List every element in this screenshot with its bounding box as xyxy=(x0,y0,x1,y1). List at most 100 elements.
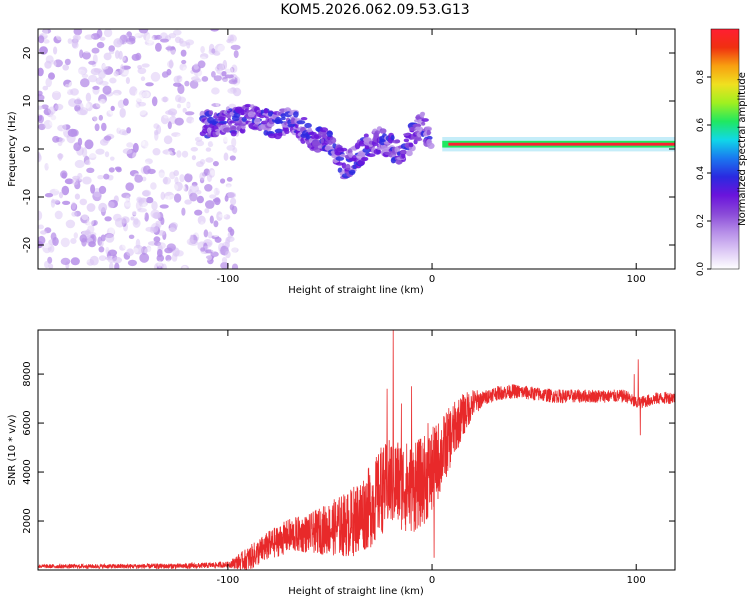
noise-blob xyxy=(125,182,134,191)
noise-blob xyxy=(218,190,228,197)
noise-blob xyxy=(104,216,112,222)
ridge-blob xyxy=(349,169,356,174)
noise-blob xyxy=(204,208,210,214)
noise-blob xyxy=(107,201,115,209)
noise-blob xyxy=(168,33,177,39)
noise-blob xyxy=(38,210,43,221)
noise-blob xyxy=(58,220,65,228)
noise-blob xyxy=(42,138,47,143)
noise-blob xyxy=(189,192,198,202)
noise-blob xyxy=(191,31,198,37)
noise-blob xyxy=(50,114,57,121)
noise-blob xyxy=(184,173,193,183)
noise-blob xyxy=(70,257,80,266)
noise-blob xyxy=(168,199,174,205)
noise-blob xyxy=(200,221,205,230)
spectrogram-y-axis-label: Frequency (Hz) xyxy=(7,111,18,187)
noise-blob xyxy=(44,215,53,221)
noise-blob xyxy=(58,153,63,161)
noise-blob xyxy=(88,241,96,248)
noise-blob xyxy=(150,182,157,190)
noise-blob xyxy=(168,48,176,59)
noise-blob xyxy=(169,59,174,69)
noise-blob xyxy=(84,139,94,150)
noise-blob xyxy=(192,99,203,104)
noise-blob xyxy=(190,226,196,236)
ridge-blob xyxy=(357,159,366,166)
noise-blob xyxy=(98,185,107,195)
noise-blob xyxy=(143,31,151,41)
noise-blob xyxy=(78,66,88,76)
noise-blob xyxy=(185,111,195,116)
ridge-blob xyxy=(247,111,255,118)
noise-blob xyxy=(223,87,234,96)
noise-blob xyxy=(177,96,186,104)
noise-blob xyxy=(89,153,97,161)
noise-blob xyxy=(124,200,131,210)
noise-blob xyxy=(208,48,217,55)
page-title: KOM5.2026.062.09.53.G13 xyxy=(280,2,470,18)
snr-series-line xyxy=(38,330,675,570)
noise-blob xyxy=(226,177,233,182)
noise-blob xyxy=(132,97,138,106)
noise-blob xyxy=(147,65,155,73)
colorbar-frame xyxy=(710,28,740,270)
spectrogram-x-tick-label: -100 xyxy=(217,274,240,285)
noise-blob xyxy=(174,181,183,192)
noise-blob xyxy=(231,64,238,73)
noise-blob xyxy=(181,207,186,216)
noise-blob xyxy=(79,234,87,243)
noise-blob xyxy=(191,155,196,161)
noise-blob xyxy=(145,43,152,51)
colorbar-tick-label: 0.6 xyxy=(696,118,706,133)
noise-blob xyxy=(92,220,98,226)
noise-blob xyxy=(98,114,104,121)
noise-blob xyxy=(80,78,90,88)
colorbar-ticks: 0.0 0.2 0.4 0.6 0.8 xyxy=(696,70,711,276)
noise-blob xyxy=(70,168,75,177)
noise-blob xyxy=(204,254,212,261)
noise-blob xyxy=(134,32,144,39)
noise-blob xyxy=(161,157,168,166)
noise-blob xyxy=(155,42,162,52)
noise-blob xyxy=(144,39,155,46)
noise-blob xyxy=(130,216,135,221)
noise-blob xyxy=(223,152,229,161)
noise-blob xyxy=(227,87,238,94)
noise-blob xyxy=(230,197,237,206)
noise-blob xyxy=(174,117,184,126)
noise-blob xyxy=(209,263,218,269)
spectrogram-y-tick-label: 20 xyxy=(22,47,33,60)
ridge-blob xyxy=(348,152,354,158)
noise-blob xyxy=(203,100,212,106)
noise-blob xyxy=(48,263,54,269)
noise-blob xyxy=(147,124,152,131)
noise-blob xyxy=(101,194,109,200)
noise-blob xyxy=(98,255,107,261)
noise-blob xyxy=(230,244,238,253)
noise-blob xyxy=(79,39,85,50)
noise-blob xyxy=(105,233,115,243)
snr-panel: -100 0 100 2000 4000 6000 8000 Height of strai… xyxy=(7,329,676,597)
noise-blob xyxy=(162,77,171,87)
noise-blob xyxy=(202,139,210,146)
noise-blob xyxy=(104,135,112,141)
ridge-blob xyxy=(392,139,401,144)
ridge-blob xyxy=(390,135,395,141)
noise-blob xyxy=(186,57,193,63)
noise-blob xyxy=(44,193,54,198)
noise-blob xyxy=(147,168,156,175)
noise-blob xyxy=(150,71,161,82)
noise-blob xyxy=(122,55,129,64)
noise-blob xyxy=(216,63,223,69)
noise-blob xyxy=(162,149,173,155)
noise-blob xyxy=(125,77,130,84)
ridge-blob xyxy=(284,129,290,134)
noise-blob xyxy=(221,136,231,143)
noise-blob xyxy=(213,220,219,228)
noise-blob xyxy=(176,150,182,158)
noise-blob xyxy=(185,234,191,239)
noise-blob xyxy=(194,99,204,110)
noise-blob xyxy=(38,105,44,110)
noise-blob xyxy=(99,36,106,41)
